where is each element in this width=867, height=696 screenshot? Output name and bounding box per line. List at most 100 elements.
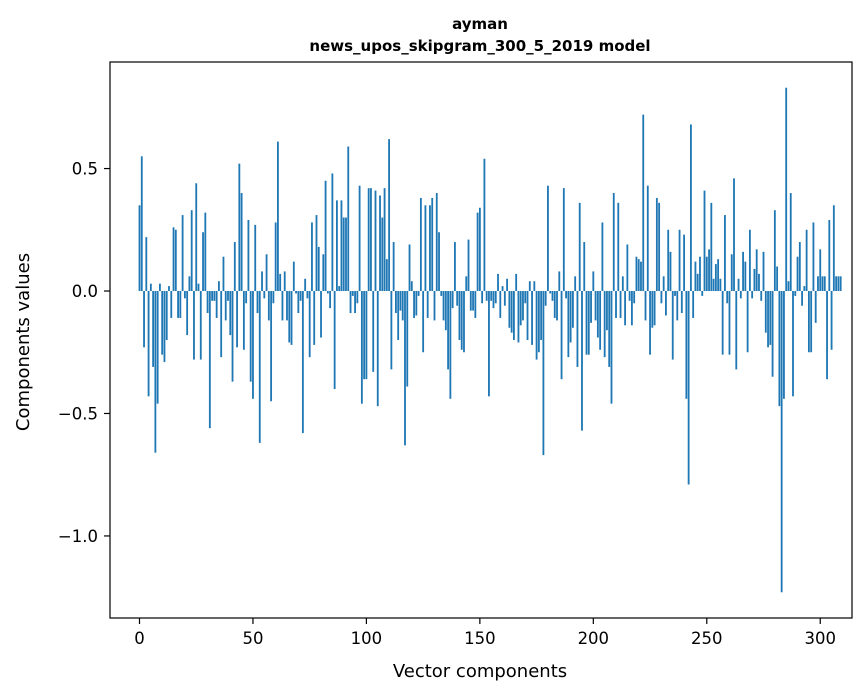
- bar-138: [451, 291, 454, 309]
- bar-24: [193, 291, 195, 360]
- bar-281: [776, 266, 779, 292]
- bar-241: [685, 291, 688, 399]
- bar-44: [238, 163, 241, 292]
- bar-118: [406, 291, 409, 387]
- bar-300: [819, 249, 822, 292]
- bar-264: [737, 278, 740, 292]
- plot-area: [109, 61, 853, 619]
- x-axis: 0 50 100 150 200 250 300: [134, 618, 836, 648]
- bar-251: [708, 249, 710, 292]
- bar-288: [792, 291, 794, 397]
- bar-110: [388, 139, 391, 292]
- bar-212: [619, 291, 622, 318]
- bar-190: [569, 291, 572, 343]
- bar-227: [653, 291, 656, 326]
- bar-3: [145, 237, 148, 292]
- bar-188: [565, 291, 567, 299]
- bar-277: [767, 291, 769, 348]
- bar-297: [812, 222, 815, 292]
- y-tick-label-3: −1.0: [58, 527, 98, 546]
- bar-21: [186, 291, 189, 336]
- bar-168: [519, 291, 522, 326]
- bar-283: [780, 291, 783, 593]
- x-tick-label-300: 300: [804, 629, 836, 648]
- bar-275: [762, 251, 765, 292]
- bar-174: [533, 281, 536, 292]
- bar-51: [254, 224, 257, 292]
- bar-162: [506, 278, 509, 292]
- bar-206: [606, 291, 608, 331]
- bar-119: [408, 244, 411, 292]
- x-tick-label-250: 250: [691, 629, 723, 648]
- bar-66: [288, 291, 291, 343]
- bar-25: [195, 183, 198, 292]
- bar-170: [524, 291, 527, 304]
- bar-89: [340, 200, 343, 292]
- bar-23: [190, 210, 193, 292]
- bar-172: [528, 281, 531, 292]
- bar-2: [143, 291, 145, 348]
- bar-181: [549, 291, 552, 294]
- bar-308: [837, 276, 840, 292]
- bar-132: [438, 232, 440, 292]
- bar-248: [701, 291, 704, 296]
- bar-5: [149, 283, 152, 292]
- bar-90: [342, 217, 345, 292]
- bar-17: [177, 291, 179, 318]
- bar-20: [183, 291, 186, 299]
- bar-285: [785, 87, 788, 292]
- bar-261: [730, 254, 733, 292]
- bar-22: [188, 276, 191, 292]
- bar-194: [578, 202, 581, 292]
- bar-134: [442, 291, 445, 321]
- bar-28: [202, 232, 204, 292]
- bar-215: [626, 244, 629, 292]
- x-tick-label-50: 50: [242, 629, 263, 648]
- bar-171: [526, 291, 529, 340]
- bar-166: [515, 273, 518, 292]
- bar-12: [165, 291, 168, 340]
- bar-176: [537, 291, 540, 353]
- bar-183: [553, 291, 556, 318]
- y-tick-label-1: 0.0: [72, 282, 98, 301]
- bar-217: [630, 291, 633, 326]
- bar-269: [748, 229, 751, 292]
- bar-240: [683, 234, 685, 292]
- bar-160: [501, 286, 504, 292]
- bar-1: [140, 156, 143, 292]
- bar-96: [356, 291, 359, 304]
- bar-305: [830, 291, 833, 350]
- bar-304: [828, 219, 831, 292]
- bar-198: [587, 291, 590, 355]
- bars-group: [138, 87, 842, 593]
- bar-178: [542, 291, 545, 456]
- bar-276: [764, 291, 767, 333]
- bar-94: [351, 291, 354, 296]
- bar-52: [256, 291, 259, 314]
- bar-10: [161, 291, 164, 355]
- bar-56: [265, 254, 268, 292]
- bar-108: [383, 188, 386, 292]
- bar-290: [796, 256, 799, 292]
- bar-30: [206, 291, 209, 314]
- bar-256: [719, 278, 722, 292]
- bar-200: [592, 271, 595, 292]
- bar-226: [651, 291, 654, 328]
- bar-36: [220, 291, 223, 358]
- bar-92: [347, 146, 350, 292]
- bar-105: [376, 291, 379, 407]
- bar-210: [615, 291, 617, 318]
- bar-196: [583, 242, 586, 292]
- bar-201: [594, 291, 597, 321]
- bar-128: [429, 205, 431, 292]
- bar-265: [739, 291, 742, 299]
- bar-177: [540, 291, 543, 340]
- bar-53: [258, 291, 261, 443]
- bar-80: [320, 291, 322, 338]
- bar-235: [671, 291, 674, 360]
- bar-279: [771, 291, 774, 377]
- bar-273: [758, 273, 760, 292]
- bar-98: [360, 291, 363, 404]
- bar-122: [415, 291, 418, 316]
